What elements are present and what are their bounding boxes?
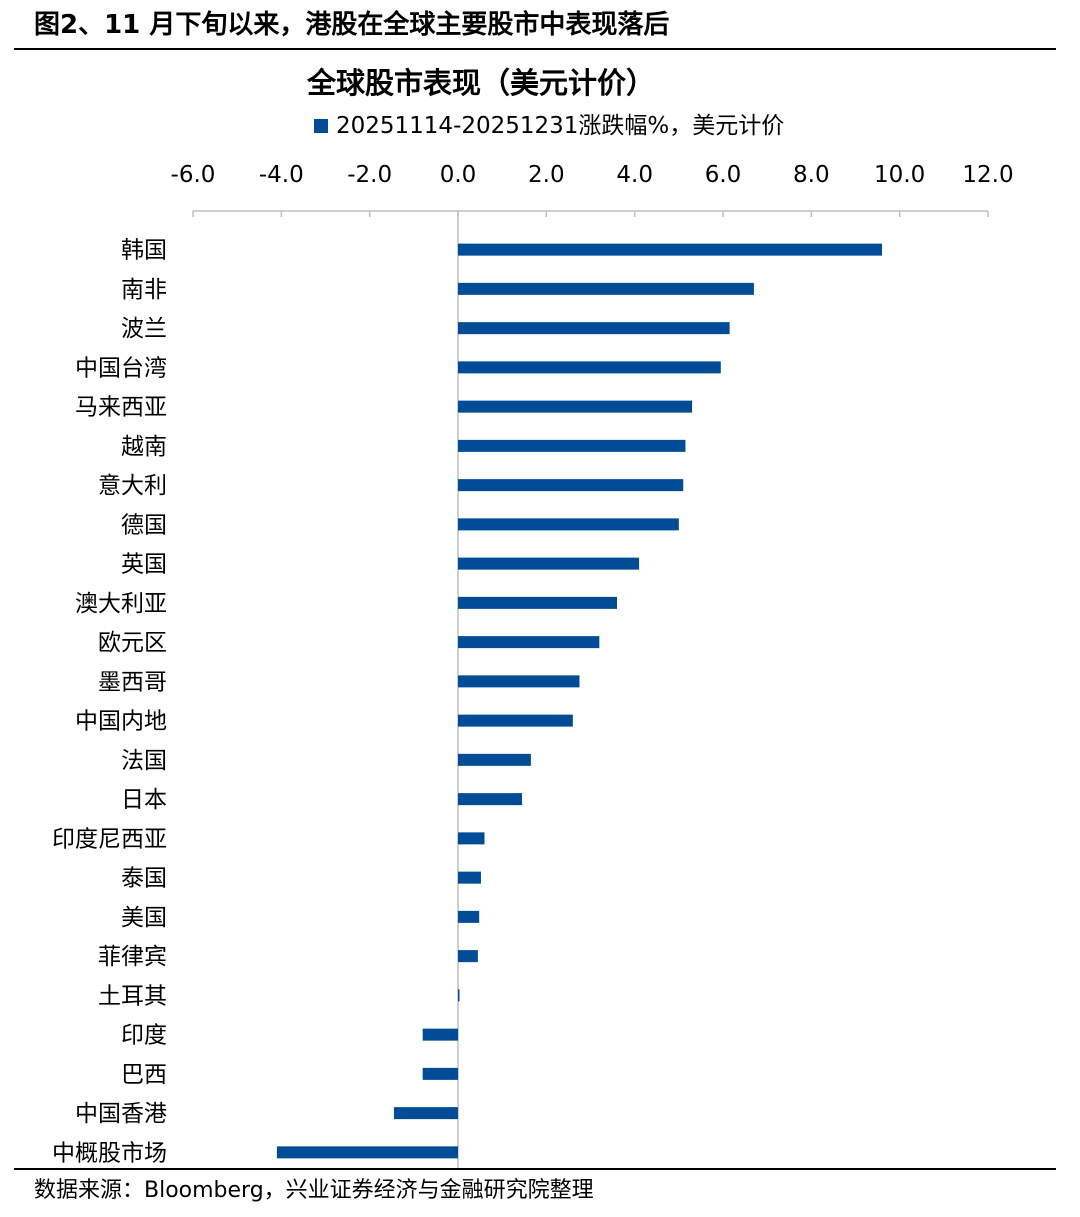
bar-英国	[458, 557, 640, 570]
category-label: 法国	[121, 748, 167, 774]
category-label: 波兰	[121, 316, 167, 342]
bar-马来西亚	[458, 400, 693, 413]
x-axis: -6.0 -4.0 -2.0 0.0 2.0 4.0 6.0 8.0 10.0 12.0	[171, 162, 1014, 1172]
category-label: 中国内地	[75, 709, 167, 735]
x-tick-label: 8.0	[793, 162, 830, 188]
bar-美国	[458, 910, 480, 923]
bar-chart: 全球股市表现（美元计价） 20251114-20251231涨跌幅%，美元计价 …	[52, 66, 1014, 1172]
category-label: 印度尼西亚	[52, 826, 167, 852]
x-tick-label: 6.0	[705, 162, 742, 188]
category-label: 中国台湾	[75, 355, 167, 381]
x-tick-label: 12.0	[962, 162, 1013, 188]
category-label: 美国	[121, 905, 167, 931]
bar-巴西	[422, 1067, 458, 1080]
bar-越南	[458, 439, 686, 452]
bar-欧元区	[458, 636, 600, 649]
category-label: 墨西哥	[98, 669, 167, 695]
category-label: 泰国	[121, 866, 167, 892]
category-label: 中国香港	[75, 1101, 167, 1127]
category-label: 欧元区	[98, 630, 167, 656]
chart-title: 全球股市表现（美元计价）	[306, 66, 655, 100]
source-note: 数据来源：Bloomberg，兴业证券经济与金融研究院整理	[34, 1178, 594, 1203]
x-tick-label: 2.0	[528, 162, 565, 188]
bar-意大利	[458, 479, 684, 492]
bar-菲律宾	[458, 950, 478, 963]
x-tick-label: 0.0	[440, 162, 477, 188]
x-tick-label: 4.0	[616, 162, 653, 188]
category-label: 马来西亚	[75, 395, 167, 421]
category-labels: 韩国南非波兰中国台湾马来西亚越南意大利德国英国澳大利亚欧元区墨西哥中国内地法国日…	[52, 238, 167, 1167]
bar-德国	[458, 518, 679, 531]
category-label: 巴西	[121, 1062, 167, 1088]
x-tick-label: -6.0	[171, 162, 216, 188]
bar-南非	[458, 282, 754, 295]
category-label: 意大利	[98, 473, 167, 499]
chart-container: 全球股市表现（美元计价） 20251114-20251231涨跌幅%，美元计价 …	[0, 50, 1080, 1172]
legend-swatch	[314, 119, 328, 133]
category-label: 中概股市场	[52, 1140, 167, 1166]
category-label: 英国	[121, 552, 167, 578]
bar-印度	[422, 1028, 458, 1041]
bar-韩国	[458, 243, 882, 256]
bar-中概股市场	[276, 1146, 458, 1159]
x-tick-label: -4.0	[259, 162, 304, 188]
top-rule	[14, 48, 1056, 50]
category-label: 越南	[121, 434, 167, 460]
figure-title: 图2、11 月下旬以来，港股在全球主要股市中表现落后	[34, 10, 670, 40]
x-tick-label: 10.0	[874, 162, 925, 188]
category-label: 印度	[121, 1023, 167, 1049]
bar-土耳其	[458, 989, 460, 1002]
bar-中国台湾	[458, 361, 721, 374]
category-label: 南非	[121, 277, 167, 303]
bottom-rule	[14, 1168, 1056, 1170]
category-label: 澳大利亚	[75, 591, 167, 617]
category-label: 日本	[121, 787, 167, 813]
bar-法国	[458, 753, 531, 766]
bar-墨西哥	[458, 675, 580, 688]
bar-波兰	[458, 322, 730, 335]
bar-印度尼西亚	[458, 832, 485, 845]
category-label: 菲律宾	[98, 944, 167, 970]
category-label: 韩国	[121, 238, 167, 264]
legend-label: 20251114-20251231涨跌幅%，美元计价	[336, 113, 784, 139]
bar-中国内地	[458, 714, 573, 727]
bar-泰国	[458, 871, 481, 884]
category-label: 德国	[121, 512, 167, 538]
x-tick-label: -2.0	[347, 162, 392, 188]
bar-澳大利亚	[458, 596, 617, 609]
bars	[276, 243, 882, 1159]
bar-日本	[458, 793, 523, 806]
bar-中国香港	[393, 1107, 458, 1120]
category-label: 土耳其	[98, 983, 167, 1009]
